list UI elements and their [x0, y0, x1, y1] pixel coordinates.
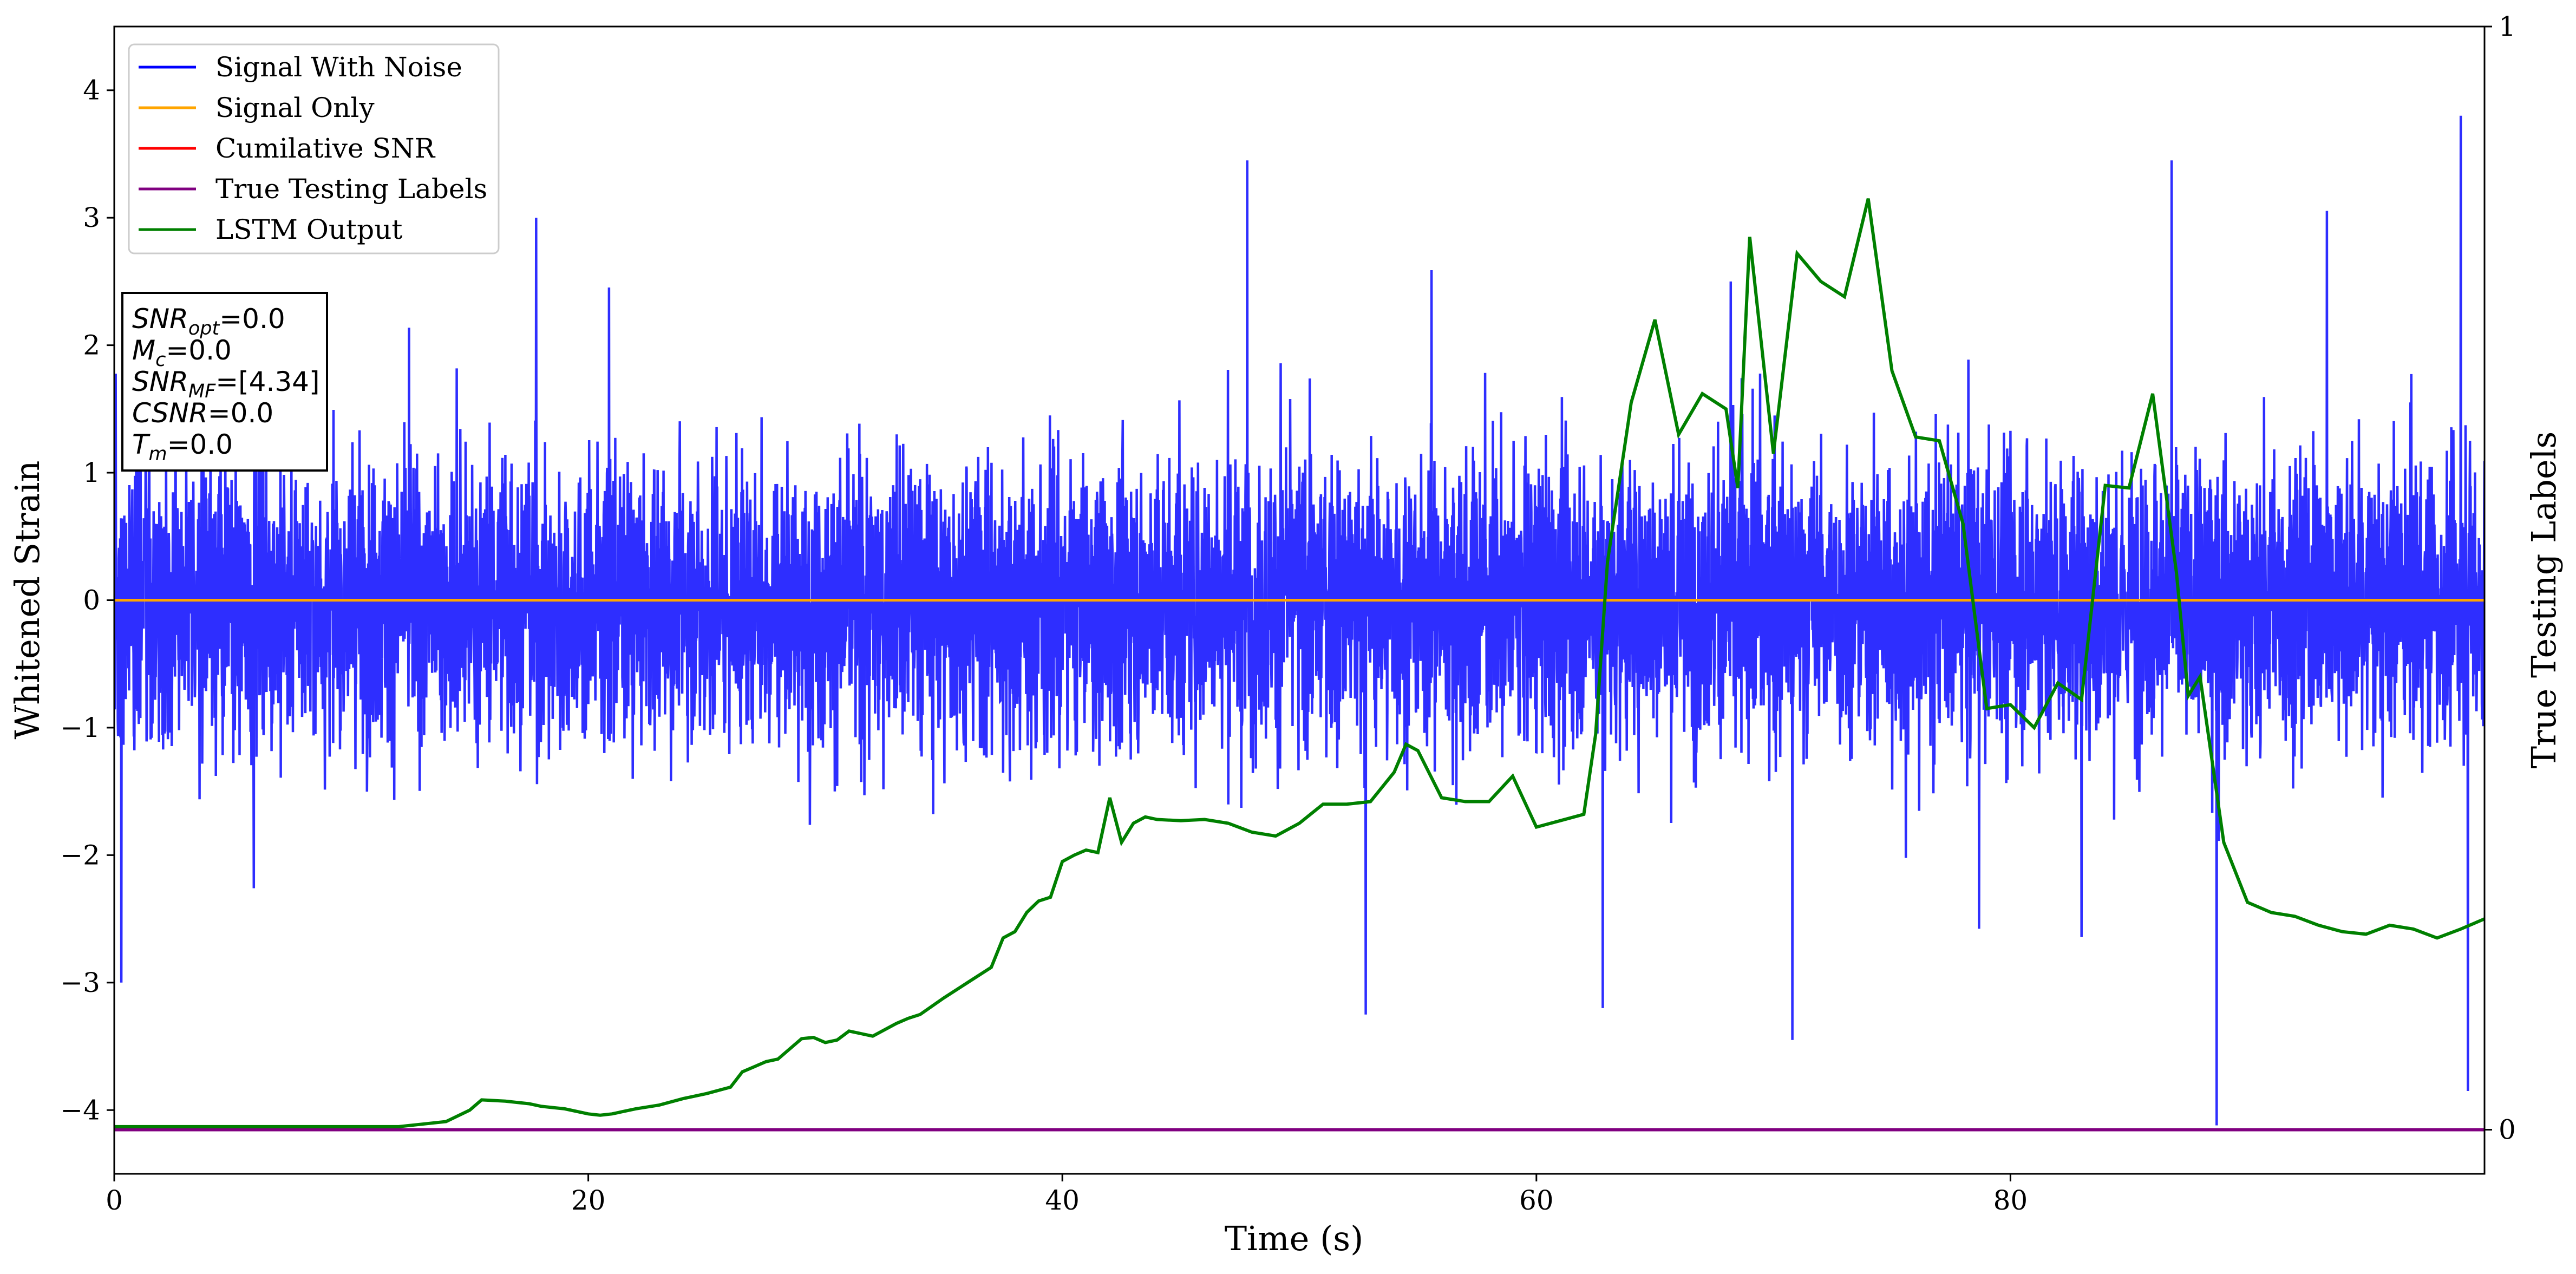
- legend-label-cumilative-snr: Cumilative SNR: [215, 133, 435, 164]
- legend-label-true-testing-labels: True Testing Labels: [215, 173, 487, 205]
- y-tick-label: −1: [60, 712, 100, 743]
- y-tick-label: 2: [83, 330, 100, 361]
- x-tick-label: 80: [1993, 1185, 2028, 1216]
- stats-annotation-box: SNRopt=0.0Mc=0.0SNRMF=[4.34]CSNR=0.0Tm=0…: [121, 292, 328, 472]
- y-tick-label: −4: [60, 1094, 100, 1126]
- stats-line: Tm=0.0: [132, 429, 233, 465]
- x-tick-label: 20: [571, 1185, 606, 1216]
- x-axis-label: Time (s): [1225, 1219, 1364, 1258]
- legend-label-signal-only: Signal Only: [215, 92, 375, 123]
- legend-frame: [128, 43, 500, 254]
- y-axis-left: −4 −3 −2 −1 0 1 2 3 4: [60, 75, 114, 1126]
- legend-label-signal-with-noise: Signal With Noise: [215, 51, 462, 83]
- y-tick-label: 4: [83, 75, 100, 106]
- stats-line: Mc=0.0: [132, 335, 232, 371]
- y-tick-label: −2: [60, 839, 100, 871]
- x-tick-label: 60: [1519, 1185, 1554, 1216]
- stats-annotation-frame: [121, 292, 328, 472]
- y-axis-right: 01: [2485, 11, 2516, 1146]
- stats-line: SNRopt=0.0: [132, 303, 285, 339]
- y-axis-label: Whitened Strain: [8, 461, 47, 740]
- stats-line: CSNR=0.0: [132, 397, 273, 429]
- x-axis: 0 20 40 60 80: [106, 1174, 2028, 1216]
- series-line-signal-with-noise: [114, 115, 2485, 1126]
- series-line-lstm-output: [114, 198, 2485, 1128]
- y-tick-label: 3: [83, 202, 100, 233]
- legend-label-lstm-output: LSTM Output: [215, 214, 402, 245]
- y-tick-label: 1: [83, 457, 100, 488]
- y-axis-label-right: True Testing Labels: [2524, 432, 2564, 769]
- y-right-tick-label: 0: [2499, 1114, 2516, 1146]
- y-right-tick-label: 1: [2499, 11, 2516, 42]
- x-tick-label: 40: [1045, 1185, 1080, 1216]
- stats-line: SNRMF=[4.34]: [132, 366, 319, 402]
- y-tick-label: −3: [60, 967, 100, 998]
- y-tick-label: 0: [83, 585, 100, 616]
- legend: Signal With Noise Signal Only Cumilative S…: [128, 43, 500, 254]
- x-tick-label: 0: [106, 1185, 123, 1216]
